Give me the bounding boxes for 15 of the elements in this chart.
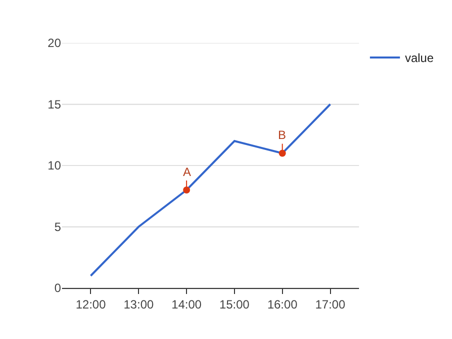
x-tick-label: 16:00 <box>267 297 298 312</box>
y-tick-label: 0 <box>54 281 62 296</box>
x-tick-label: 14:00 <box>172 297 202 312</box>
x-tick-label: 17:00 <box>315 297 346 312</box>
annotation: B <box>278 128 286 142</box>
y-tick-label: 20 <box>48 36 62 50</box>
x-tick-label: 15:00 <box>219 297 250 312</box>
x-tick-label: 12:00 <box>76 297 106 312</box>
y-tick-label: 10 <box>48 158 62 173</box>
legend-label: value <box>404 51 434 66</box>
line-series <box>90 103 332 277</box>
y-tick-label: 5 <box>54 220 62 234</box>
annotation: A <box>183 165 192 179</box>
y-tick-label: 15 <box>48 97 62 112</box>
x-tick-label: 13:00 <box>124 297 154 312</box>
